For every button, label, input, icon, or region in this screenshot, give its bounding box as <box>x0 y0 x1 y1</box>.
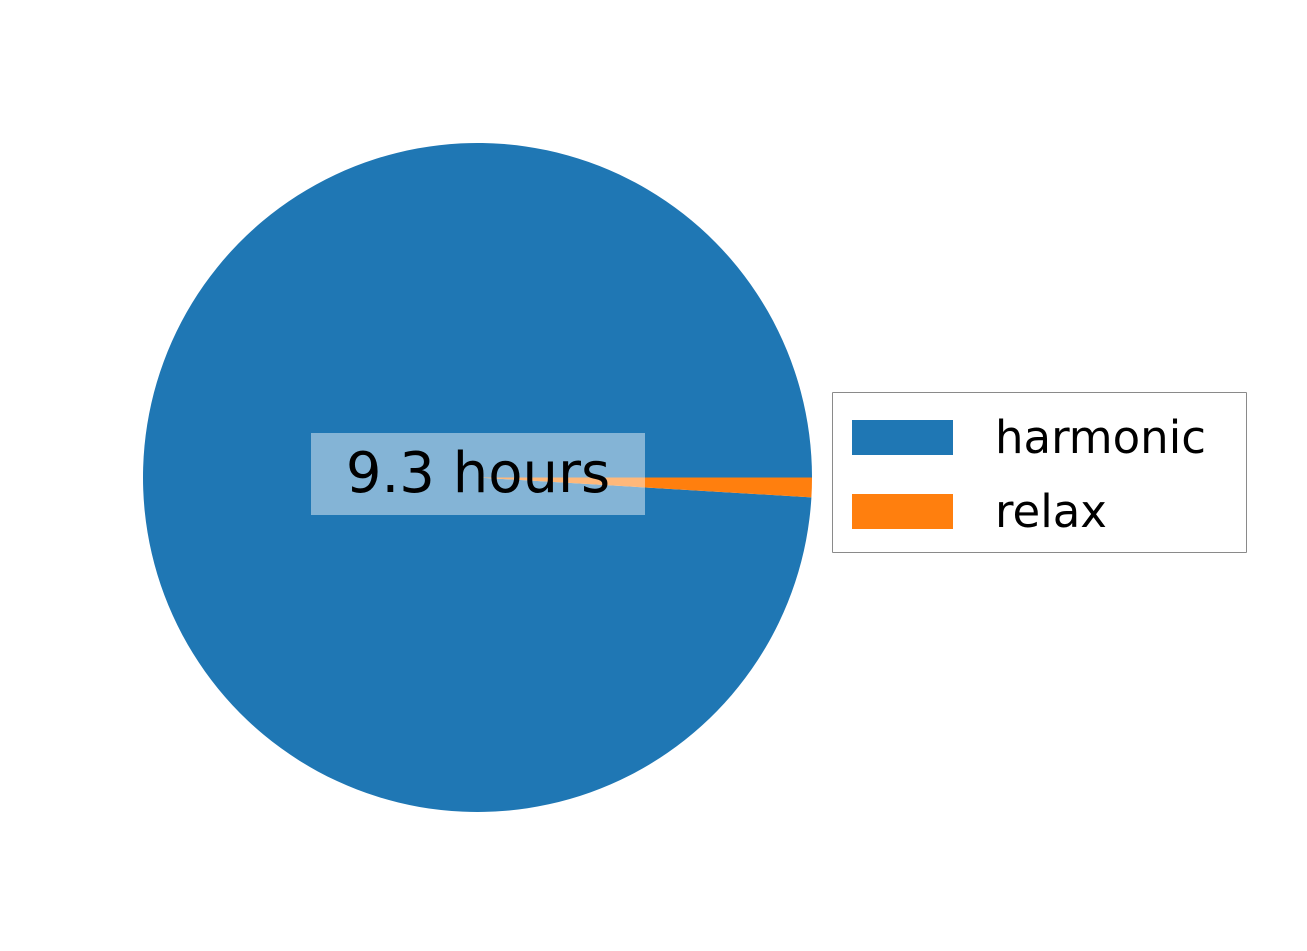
legend-item-harmonic[interactable]: harmonic <box>852 407 1206 467</box>
legend-swatch-harmonic <box>852 419 953 455</box>
pie-wedge-group <box>143 142 813 812</box>
legend-item-relax[interactable]: relax <box>852 481 1107 541</box>
pie-wedge-harmonic[interactable] <box>143 142 812 812</box>
pie-wedge-relax[interactable] <box>477 477 813 498</box>
legend-label-relax: relax <box>995 484 1107 538</box>
legend-swatch-relax <box>852 493 953 529</box>
legend-label-harmonic: harmonic <box>995 410 1206 464</box>
legend: harmonic relax <box>832 392 1247 553</box>
